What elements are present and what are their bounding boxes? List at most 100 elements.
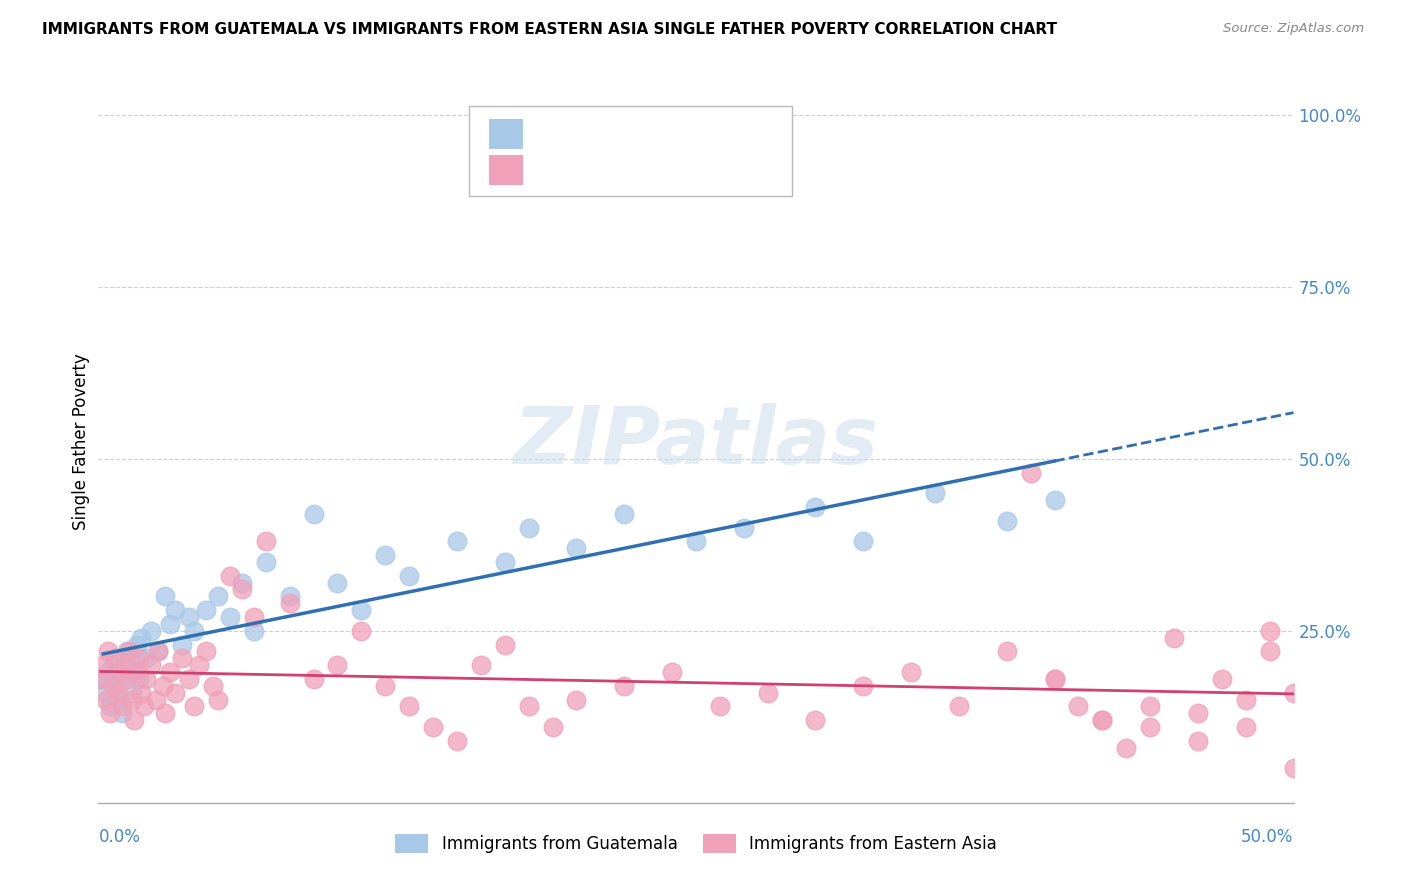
Point (1091, 713, 1114, 727)
Point (1187, 706, 1209, 721)
Point (101, 658, 124, 673)
Point (195, 603, 218, 617)
Point (948, 699, 970, 714)
Point (278, 590, 301, 604)
Point (118, 665, 141, 679)
Point (104, 679, 127, 693)
Point (517, 699, 540, 714)
Point (125, 638, 148, 652)
Point (1139, 720, 1161, 734)
Point (98, 699, 122, 714)
Point (733, 520, 755, 534)
Point (243, 610, 266, 624)
Point (446, 734, 468, 748)
Point (128, 672, 150, 686)
Point (155, 590, 177, 604)
Text: Source: ZipAtlas.com: Source: ZipAtlas.com (1223, 22, 1364, 36)
Point (804, 500, 827, 514)
Point (302, 672, 325, 686)
Point (995, 644, 1018, 658)
Point (179, 610, 201, 624)
Point (118, 644, 141, 658)
Point (398, 568, 420, 582)
Point (243, 624, 266, 638)
Point (183, 624, 205, 638)
Point (98, 706, 122, 721)
Point (163, 603, 186, 617)
Point (326, 658, 349, 673)
Point (1067, 699, 1090, 714)
Point (446, 534, 468, 549)
Point (350, 624, 373, 638)
Point (756, 686, 779, 700)
Point (135, 672, 157, 686)
Point (541, 720, 564, 734)
Point (94, 686, 117, 700)
FancyBboxPatch shape (489, 154, 523, 185)
Point (159, 616, 181, 631)
Point (124, 713, 146, 727)
Point (219, 568, 242, 582)
Point (350, 603, 373, 617)
Y-axis label: Single Father Poverty: Single Father Poverty (72, 353, 90, 530)
Point (1187, 734, 1209, 748)
Point (1258, 644, 1281, 658)
Point (1139, 699, 1161, 714)
Point (398, 699, 420, 714)
Point (709, 699, 731, 714)
Point (1043, 493, 1066, 508)
Point (1019, 466, 1042, 480)
Point (111, 706, 134, 721)
Point (852, 534, 875, 549)
Point (278, 596, 301, 610)
Point (565, 692, 588, 706)
Point (139, 658, 162, 673)
Point (202, 679, 225, 693)
Point (114, 651, 136, 665)
Point (179, 672, 201, 686)
Point (1258, 624, 1281, 638)
Point (219, 610, 242, 624)
Point (131, 686, 153, 700)
Point (121, 692, 143, 706)
Text: R = -0.053   N = 79: R = -0.053 N = 79 (537, 161, 728, 178)
FancyBboxPatch shape (470, 105, 792, 196)
Point (108, 672, 131, 686)
Point (1234, 692, 1257, 706)
Point (374, 679, 396, 693)
Point (565, 541, 588, 556)
Point (111, 699, 134, 714)
Point (124, 658, 146, 673)
Point (94, 692, 117, 706)
Point (1043, 672, 1066, 686)
Text: R =  0.372   N = 50: R = 0.372 N = 50 (537, 121, 728, 139)
Point (613, 507, 636, 521)
Point (1234, 720, 1257, 734)
Point (155, 706, 177, 721)
Point (145, 692, 167, 706)
Point (231, 582, 253, 597)
Point (107, 686, 129, 700)
Point (1043, 672, 1066, 686)
Point (97, 644, 120, 658)
Point (139, 624, 162, 638)
Point (148, 644, 170, 658)
Text: 50.0%: 50.0% (1241, 828, 1294, 847)
Point (302, 507, 325, 521)
Point (152, 679, 174, 693)
Text: 0.0%: 0.0% (98, 828, 141, 847)
Point (91, 658, 114, 673)
Point (804, 713, 827, 727)
Point (254, 534, 277, 549)
Point (91, 672, 114, 686)
Point (107, 692, 129, 706)
Point (97, 665, 120, 679)
Point (148, 644, 170, 658)
FancyBboxPatch shape (489, 119, 523, 149)
Point (121, 686, 143, 700)
Point (108, 665, 131, 679)
Point (494, 638, 516, 652)
Point (1115, 740, 1137, 755)
Point (101, 679, 124, 693)
Point (135, 651, 157, 665)
